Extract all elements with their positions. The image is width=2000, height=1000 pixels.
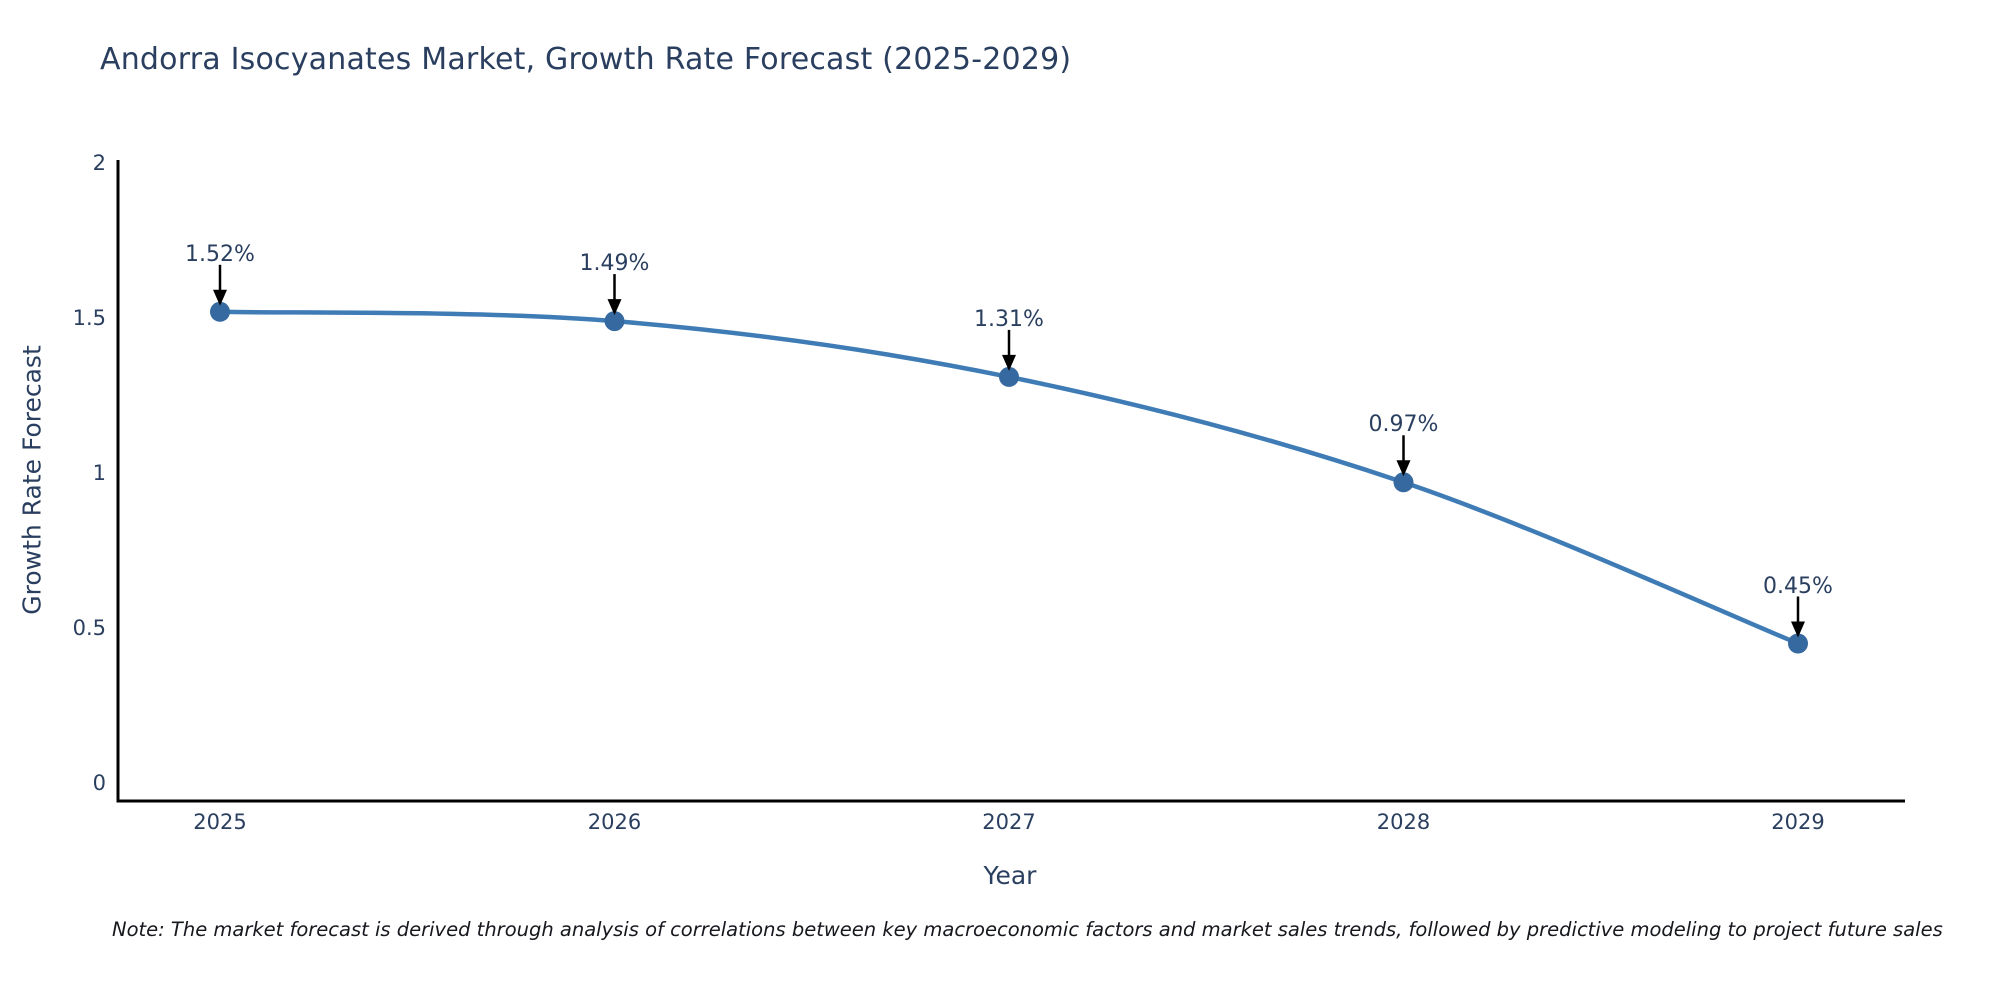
annotation-arrowhead-icon — [1791, 621, 1805, 638]
x-tick-label: 2027 — [982, 810, 1036, 834]
x-tick-label: 2025 — [193, 810, 247, 834]
y-tick-label: 2 — [92, 151, 106, 175]
annotation-arrowhead-icon — [213, 289, 227, 306]
y-axis-title: Growth Rate Forecast — [17, 345, 47, 615]
y-tick-label: 1.5 — [72, 306, 106, 330]
point-annotation: 1.49% — [579, 251, 650, 277]
footnote: Note: The market forecast is derived thr… — [112, 918, 1943, 941]
point-annotation: 0.97% — [1368, 412, 1439, 438]
data-point-marker[interactable] — [999, 366, 1019, 387]
data-point-marker[interactable] — [1788, 633, 1808, 654]
point-annotation: 1.31% — [974, 306, 1044, 332]
point-annotation: 0.45% — [1763, 573, 1833, 599]
annotation-arrowhead-icon — [1002, 354, 1016, 371]
data-point-marker[interactable] — [210, 301, 230, 322]
annotation-arrowhead-icon — [1396, 460, 1411, 477]
y-tick-label: 1 — [92, 461, 106, 485]
data-point-marker[interactable] — [604, 311, 625, 332]
chart-title: Andorra Isocyanates Market, Growth Rate … — [100, 42, 1072, 77]
annotation-arrowhead-icon — [607, 299, 622, 316]
y-tick-label: 0 — [92, 771, 106, 795]
x-tick-label: 2028 — [1376, 810, 1431, 834]
y-tick-label: 0.5 — [72, 616, 106, 640]
x-tick-label: 2026 — [587, 810, 642, 834]
data-point-marker[interactable] — [1393, 472, 1414, 493]
x-tick-label: 2029 — [1771, 810, 1825, 834]
x-axis-title: Year — [983, 861, 1037, 890]
point-annotation: 1.52% — [185, 241, 255, 267]
